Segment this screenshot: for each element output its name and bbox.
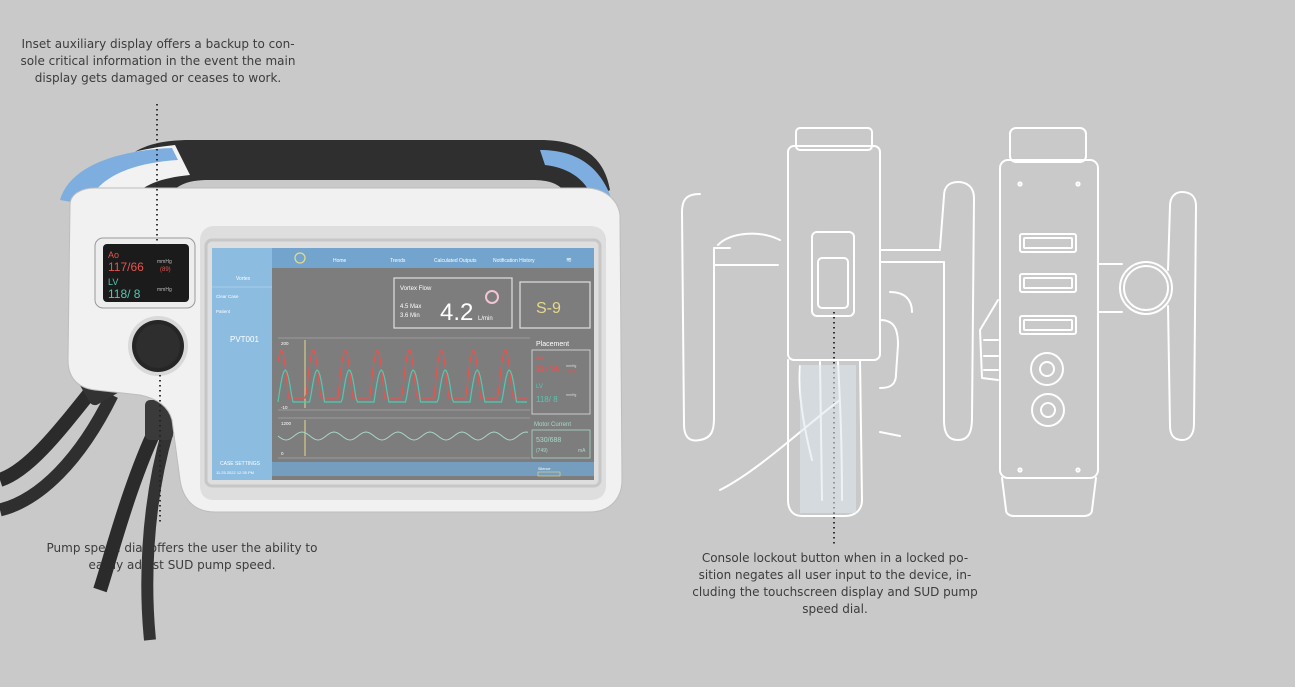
placement-ao-unit: mmHg <box>566 364 576 368</box>
pump-speed-dial[interactable] <box>128 316 188 376</box>
tab-notification-history[interactable]: Notification History <box>493 258 535 264</box>
flow-value: 4.2 <box>440 299 473 326</box>
aux-ao-label: Ao <box>108 250 119 260</box>
caption-lockout: Console lockout button when in a locked … <box>676 550 994 618</box>
aux-lv-label: LV <box>108 277 118 287</box>
cables <box>0 354 174 641</box>
placement-lv-unit: mmHg <box>566 393 576 397</box>
motor-value: 530/688 <box>536 437 561 444</box>
tab-trends[interactable]: Trends <box>390 258 406 264</box>
motor-sub: (749) <box>536 448 548 454</box>
chart-top-ymin: -10 <box>281 405 288 410</box>
aux-lv-value: 118/ 8 <box>108 287 141 301</box>
tab-home[interactable]: Home <box>333 258 347 264</box>
rear-view-sketch <box>979 127 1197 517</box>
ao-waveform <box>277 349 527 399</box>
placement-ao-label: Ao <box>536 356 544 362</box>
brand-icon <box>294 252 306 264</box>
sidebar-item-patient[interactable]: Patient <box>216 309 231 314</box>
touchscreen[interactable]: Home Trends Calculated Outputs Notificat… <box>212 248 594 480</box>
flow-min: 3.6 Min <box>400 313 420 319</box>
caption-line: sole critical information in the event t… <box>20 54 296 68</box>
flow-indicator-icon <box>485 290 499 304</box>
aux-ao-mean: (89) <box>160 267 171 273</box>
placement-box <box>531 349 591 415</box>
caption-line: Console lockout button when in a locked … <box>701 551 969 565</box>
aux-ao-unit: mmHg <box>157 259 172 265</box>
aux-ao-value: 117/66 <box>108 260 144 274</box>
patient-id: PVT001 <box>230 335 259 344</box>
tab-calculated-outputs[interactable]: Calculated Outputs <box>434 258 477 264</box>
placement-lv-value: 118/ 8 <box>536 395 558 404</box>
motor-waveform <box>277 431 529 441</box>
side-view-shading <box>800 365 856 513</box>
caption-aux-display: Inset auxiliary display offers a backup … <box>0 36 316 87</box>
flow-max: 4.5 Max <box>400 304 421 310</box>
motor-unit: mA <box>578 448 586 454</box>
silence-label: Silence <box>538 467 550 471</box>
timestamp: 11.25.2022 12:35 PM <box>216 470 254 475</box>
motor-title: Motor Current <box>534 422 571 428</box>
chart-top-ymax: 200 <box>281 341 289 346</box>
caption-line: speed dial. <box>802 602 868 616</box>
caption-line: sition negates all user input to the dev… <box>698 568 972 582</box>
speed-value: S-9 <box>536 300 561 317</box>
chart-bottom-ymin: 0 <box>281 451 284 456</box>
placement-ao-value: 117/66 <box>536 364 560 373</box>
caption-line: easily adjust SUD pump speed. <box>88 558 276 572</box>
chart-bottom-ymax: 1200 <box>281 421 292 426</box>
placement-lv-label: LV <box>536 384 543 390</box>
case-settings-button[interactable]: CASE SETTINGS <box>220 461 261 467</box>
flow-unit: L/min <box>478 316 493 322</box>
lv-waveform <box>277 369 527 403</box>
speed-box[interactable] <box>519 281 591 329</box>
aux-lv-unit: mmHg <box>157 287 172 293</box>
flow-title: Vortex Flow <box>400 286 432 292</box>
vortex-flow-box <box>393 277 513 329</box>
silence-button[interactable] <box>537 471 561 477</box>
sidebar-title: Vortex <box>236 276 251 282</box>
sidebar-item-clear-case[interactable]: Clear Case <box>216 294 239 299</box>
placement-title: Placement <box>536 341 569 348</box>
caption-line: display gets damaged or ceases to work. <box>34 71 282 85</box>
motor-box <box>531 429 591 459</box>
placement-ao-mean: (89) <box>568 368 576 373</box>
caption-line: Inset auxiliary display offers a backup … <box>21 37 295 51</box>
wifi-icon: ≋ <box>566 257 572 264</box>
aux-display: Ao 117/66 mmHg (89) LV 118/ 8 mmHg <box>94 237 196 309</box>
caption-line: cluding the touchscreen display and SUD … <box>692 585 978 599</box>
